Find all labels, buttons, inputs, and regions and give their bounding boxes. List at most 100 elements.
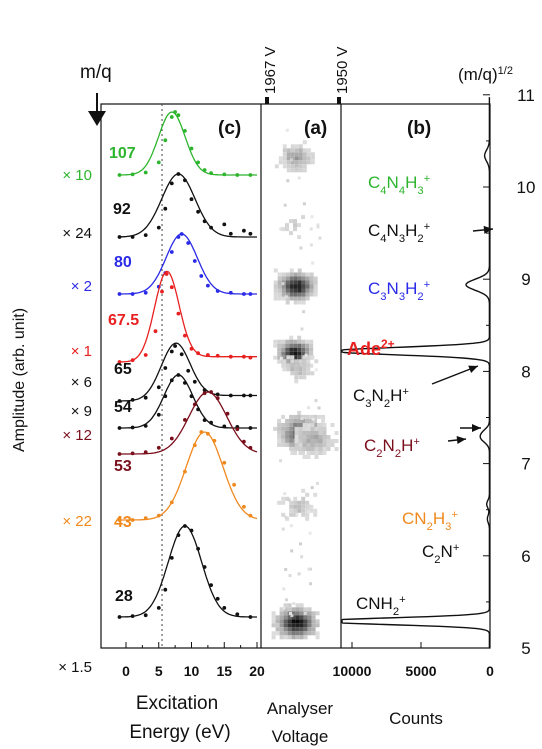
- heatmap-cell: [293, 508, 298, 513]
- heatmap-cell: [287, 615, 292, 620]
- heatmap-cell: [275, 627, 280, 632]
- point-28: [222, 606, 227, 610]
- formula-part: +: [424, 279, 431, 291]
- heatmap-cell: [293, 288, 298, 293]
- heatmap-cell: [314, 431, 319, 435]
- heatmap-cell: [302, 423, 307, 427]
- heatmap-cell: [301, 488, 306, 493]
- heatmap-cell: [311, 611, 316, 616]
- heatmap-noise: [316, 225, 320, 229]
- voltage-label: 1967 V: [262, 46, 279, 94]
- x-tick-label: 20: [249, 663, 265, 679]
- heatmap-cell: [309, 504, 314, 509]
- heatmap-cell: [277, 280, 282, 285]
- heatmap-cell: [290, 367, 295, 372]
- heatmap-cell: [289, 426, 294, 431]
- trace-92: [119, 173, 257, 238]
- heatmap-noise: [295, 513, 299, 517]
- heatmap-cell: [295, 607, 300, 612]
- heatmap-cell: [299, 635, 304, 640]
- point-80: [130, 292, 135, 296]
- point-67.5: [176, 311, 181, 316]
- heatmap-cell: [281, 276, 286, 281]
- heatmap-noise: [302, 202, 306, 206]
- point-28: [176, 533, 181, 537]
- formula-part: C: [368, 173, 380, 192]
- heatmap-cell: [334, 431, 339, 435]
- heatmap-noise: [310, 486, 314, 490]
- heatmap-cell: [281, 296, 286, 301]
- heatmap-cell: [285, 292, 290, 297]
- point-92: [117, 235, 122, 239]
- heatmap-cell: [285, 426, 290, 431]
- heatmap-cell: [294, 359, 299, 364]
- point-65: [173, 344, 178, 348]
- heatmap-cell: [309, 292, 314, 297]
- heatmap-cell: [277, 296, 282, 301]
- heatmap-cell: [275, 619, 280, 624]
- formula-part: 4: [399, 185, 405, 197]
- heatmap-cell: [277, 347, 282, 352]
- heatmap-cell: [286, 168, 291, 173]
- heatmap-cell: [306, 431, 311, 435]
- point-53: [130, 451, 135, 456]
- heatmap-cell: [309, 347, 314, 352]
- heatmap-cell: [307, 623, 312, 628]
- heatmap-cell: [293, 450, 298, 455]
- point-65: [186, 368, 191, 373]
- heatmap-cell: [298, 367, 303, 372]
- heatmap-cell: [294, 439, 299, 443]
- formula-part: 2: [417, 291, 423, 303]
- heatmap-cell: [293, 280, 298, 285]
- heatmap-cell: [311, 615, 316, 620]
- heatmap-cell: [277, 292, 282, 297]
- heatmap-cell: [314, 443, 319, 447]
- heatmap-cell: [301, 300, 306, 305]
- point-54: [248, 426, 253, 430]
- point-43: [242, 504, 246, 509]
- heatmap-noise: [285, 128, 289, 132]
- heatmap-cell: [293, 219, 297, 224]
- heatmap-cell: [295, 611, 300, 616]
- heatmap-cell: [279, 607, 284, 612]
- heatmap-cell: [290, 148, 295, 153]
- heatmap-cell: [305, 276, 310, 281]
- heatmap-cell: [285, 280, 290, 285]
- point-28: [143, 613, 148, 618]
- heatmap-noise: [306, 504, 310, 508]
- formula-part: 3: [417, 185, 423, 197]
- heatmap-cell: [285, 422, 290, 427]
- point-28: [196, 546, 201, 551]
- heatmap-cell: [302, 359, 307, 364]
- heatmap-cell: [334, 439, 339, 443]
- heatmap-cell: [321, 418, 326, 423]
- formula-part: +: [453, 542, 460, 554]
- heatmap-noise: [289, 524, 293, 528]
- heatmap-cell: [306, 156, 311, 161]
- formula-part: C: [422, 542, 434, 561]
- formula-part: 3: [380, 291, 386, 303]
- heatmap-noise: [288, 574, 292, 578]
- heatmap-cell: [285, 430, 290, 435]
- heatmap-cell: [311, 627, 316, 632]
- heatmap-cell: [294, 375, 299, 380]
- heatmap-cell: [290, 371, 295, 376]
- heatmap-cell: [302, 164, 307, 169]
- formula-part: +: [402, 386, 409, 398]
- heatmap-noise: [317, 406, 321, 410]
- heatmap-cell: [309, 351, 314, 356]
- heatmap-cell: [291, 611, 296, 616]
- heatmap-cell: [281, 355, 286, 360]
- formula-part: 3: [399, 233, 405, 245]
- heatmap-cell: [322, 451, 327, 455]
- heatmap-cell: [273, 288, 278, 293]
- heatmap-cell: [283, 615, 288, 620]
- heatmap-cell: [321, 414, 326, 419]
- heatmap-cell: [301, 504, 306, 509]
- multiplier-28: × 1.5: [58, 659, 92, 676]
- heatmap-cell: [309, 343, 314, 348]
- point-65: [202, 388, 207, 392]
- heatmap-noise: [297, 176, 301, 180]
- heatmap-cell: [293, 276, 298, 281]
- heatmap-cell: [301, 339, 306, 344]
